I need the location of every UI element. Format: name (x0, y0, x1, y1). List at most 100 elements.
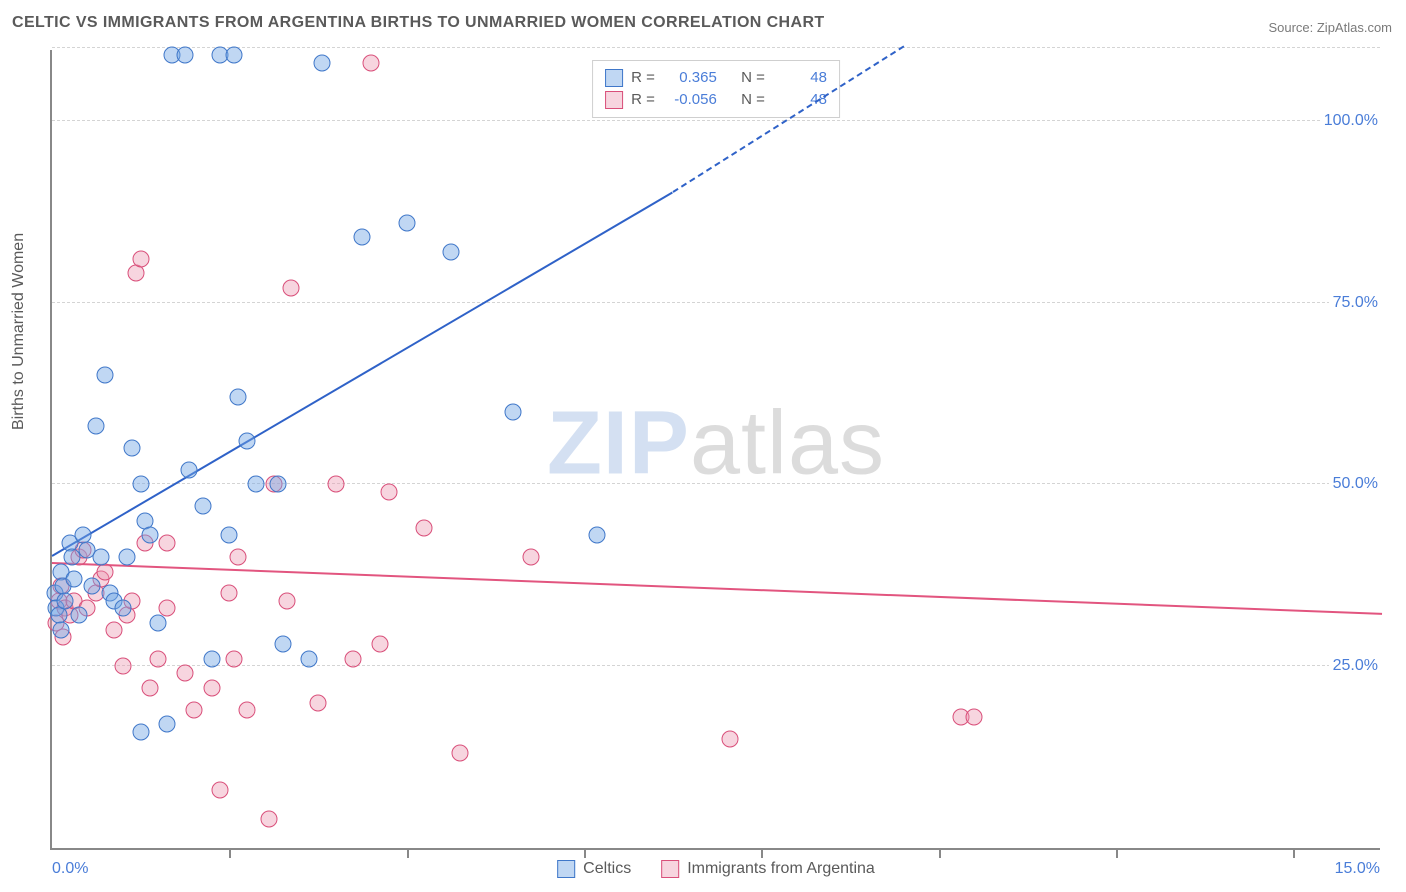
data-point-argentina (177, 665, 194, 682)
n-value-celtics: 48 (773, 67, 827, 89)
n-label: N = (741, 89, 765, 111)
legend-item-celtics: Celtics (557, 860, 631, 878)
data-point-celtics (177, 47, 194, 64)
data-point-celtics (181, 461, 198, 478)
watermark-atlas: atlas (690, 393, 885, 493)
data-point-celtics (194, 498, 211, 515)
data-point-argentina (97, 563, 114, 580)
data-point-celtics (203, 650, 220, 667)
source-attribution: Source: ZipAtlas.com (1268, 20, 1392, 35)
data-point-celtics (354, 229, 371, 246)
series-legend: Celtics Immigrants from Argentina (557, 860, 875, 878)
x-tick-label: 0.0% (52, 860, 88, 878)
data-point-celtics (92, 549, 109, 566)
data-point-argentina (141, 680, 158, 697)
data-point-argentina (363, 54, 380, 71)
data-point-argentina (132, 250, 149, 267)
swatch-argentina (661, 860, 679, 878)
data-point-celtics (88, 418, 105, 435)
data-point-argentina (114, 658, 131, 675)
data-point-argentina (451, 745, 468, 762)
data-point-argentina (372, 636, 389, 653)
x-tick (1293, 848, 1295, 858)
data-point-argentina (327, 476, 344, 493)
data-point-celtics (114, 600, 131, 617)
data-point-argentina (261, 810, 278, 827)
data-point-argentina (722, 730, 739, 747)
data-point-argentina (159, 534, 176, 551)
data-point-argentina (128, 265, 145, 282)
swatch-celtics (557, 860, 575, 878)
data-point-argentina (380, 483, 397, 500)
data-point-celtics (225, 47, 242, 64)
r-value-argentina: -0.056 (663, 89, 717, 111)
r-value-celtics: 0.365 (663, 67, 717, 89)
data-point-argentina (225, 650, 242, 667)
y-tick-label: 50.0% (1329, 475, 1382, 493)
gridline (52, 302, 1380, 303)
r-label: R = (631, 67, 655, 89)
data-point-argentina (283, 280, 300, 297)
x-tick (1116, 848, 1118, 858)
data-point-argentina (522, 549, 539, 566)
data-point-argentina (230, 549, 247, 566)
data-point-celtics (159, 716, 176, 733)
data-point-argentina (203, 680, 220, 697)
data-point-celtics (123, 440, 140, 457)
data-point-celtics (221, 527, 238, 544)
swatch-celtics (605, 69, 623, 87)
data-point-celtics (83, 578, 100, 595)
data-point-argentina (106, 621, 123, 638)
x-tick (229, 848, 231, 858)
data-point-celtics (97, 367, 114, 384)
scatter-plot-area: ZIPatlas R = 0.365 N = 48 R = -0.056 N =… (50, 50, 1380, 850)
r-label: R = (631, 89, 655, 111)
regression-line (51, 192, 673, 557)
legend-label-argentina: Immigrants from Argentina (687, 860, 875, 878)
x-tick (761, 848, 763, 858)
data-point-celtics (247, 476, 264, 493)
data-point-celtics (398, 214, 415, 231)
data-point-celtics (239, 432, 256, 449)
x-tick (407, 848, 409, 858)
data-point-argentina (185, 701, 202, 718)
y-axis-label: Births to Unmarried Women (10, 233, 28, 430)
data-point-argentina (345, 650, 362, 667)
y-tick-label: 75.0% (1329, 294, 1382, 312)
data-point-celtics (505, 403, 522, 420)
data-point-celtics (132, 723, 149, 740)
legend-row-argentina: R = -0.056 N = 48 (605, 89, 827, 111)
data-point-argentina (150, 650, 167, 667)
data-point-celtics (63, 549, 80, 566)
watermark-zip: ZIP (547, 393, 690, 493)
legend-row-celtics: R = 0.365 N = 48 (605, 67, 827, 89)
data-point-argentina (310, 694, 327, 711)
gridline (52, 47, 1380, 48)
watermark: ZIPatlas (547, 392, 885, 495)
data-point-argentina (221, 585, 238, 602)
data-point-argentina (966, 709, 983, 726)
chart-title: CELTIC VS IMMIGRANTS FROM ARGENTINA BIRT… (12, 14, 825, 32)
data-point-celtics (230, 389, 247, 406)
n-label: N = (741, 67, 765, 89)
data-point-argentina (212, 781, 229, 798)
x-tick (584, 848, 586, 858)
data-point-celtics (443, 243, 460, 260)
data-point-celtics (132, 476, 149, 493)
data-point-celtics (70, 607, 87, 624)
data-point-argentina (416, 520, 433, 537)
data-point-celtics (52, 621, 69, 638)
legend-label-celtics: Celtics (583, 860, 631, 878)
data-point-argentina (239, 701, 256, 718)
data-point-celtics (57, 592, 74, 609)
data-point-celtics (314, 54, 331, 71)
legend-item-argentina: Immigrants from Argentina (661, 860, 875, 878)
gridline (52, 120, 1380, 121)
swatch-argentina (605, 91, 623, 109)
regression-line (52, 562, 1382, 615)
y-tick-label: 25.0% (1329, 657, 1382, 675)
data-point-celtics (66, 570, 83, 587)
x-tick (939, 848, 941, 858)
data-point-celtics (274, 636, 291, 653)
data-point-celtics (589, 527, 606, 544)
